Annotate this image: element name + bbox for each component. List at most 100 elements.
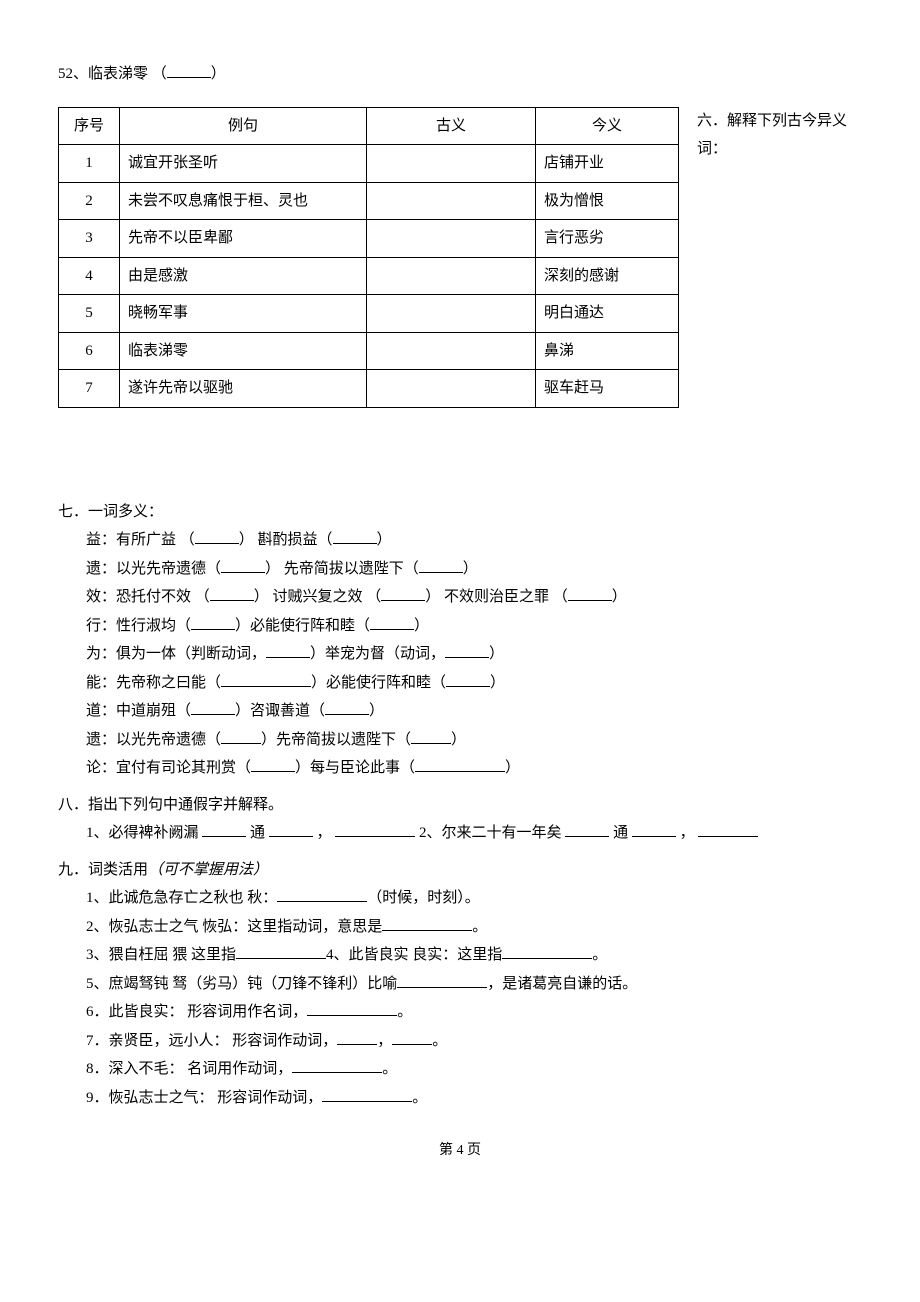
section-9-item: 9．恢弘志士之气： 形容词作动词，。: [58, 1084, 862, 1113]
fill-blank[interactable]: [445, 642, 489, 658]
fill-blank[interactable]: [191, 699, 235, 715]
cell-old-meaning[interactable]: [367, 370, 536, 408]
s8-b: 通: [250, 825, 265, 841]
s7-post: ）: [490, 675, 505, 691]
fill-blank[interactable]: [382, 915, 472, 931]
section-7-body: 益：有所广益 （） 斟酌损益（）遗：以光先帝遗德（） 先帝简拔以遗陛下（）效：恐…: [58, 526, 862, 783]
fill-blank[interactable]: [221, 671, 311, 687]
fill-blank[interactable]: [325, 699, 369, 715]
fill-blank[interactable]: [419, 557, 463, 573]
table-wrapper: 序号 例句 古义 今义 1诚宜开张圣听店铺开业2未尝不叹息痛恨于桓、灵也极为憎恨…: [58, 103, 679, 408]
cell-old-meaning[interactable]: [367, 295, 536, 333]
s8-blank6[interactable]: [698, 821, 758, 837]
fill-blank[interactable]: [392, 1029, 432, 1045]
section-7-item: 遗：以光先帝遗德（） 先帝简拔以遗陛下（）: [58, 555, 862, 584]
fill-blank[interactable]: [370, 614, 414, 630]
section-9-title: 九．词类活用（可不掌握用法）: [58, 856, 862, 885]
fill-blank[interactable]: [333, 528, 377, 544]
fill-blank[interactable]: [266, 642, 310, 658]
s9-a: 2、恢弘志士之气 恢弘：这里指动词，意思是: [86, 919, 382, 935]
archaic-modern-table: 序号 例句 古义 今义 1诚宜开张圣听店铺开业2未尝不叹息痛恨于桓、灵也极为憎恨…: [58, 107, 679, 408]
s9-b: （时候，时刻）。: [367, 890, 480, 906]
section-9-item: 1、此诚危急存亡之秋也 秋：（时候，时刻）。: [58, 884, 862, 913]
cell-seq: 2: [59, 182, 120, 220]
q52-close: ）: [211, 66, 226, 82]
table-header-row: 序号 例句 古义 今义: [59, 107, 679, 145]
section-6-heading: 六．解释下列古今异义 词：: [679, 103, 847, 164]
fill-blank[interactable]: [195, 528, 239, 544]
fill-blank[interactable]: [411, 728, 451, 744]
s8-blank2[interactable]: [269, 821, 313, 837]
section-7-item: 道：中道崩殂（）咨诹善道（）: [58, 697, 862, 726]
fill-blank[interactable]: [415, 756, 505, 772]
fill-blank[interactable]: [568, 585, 612, 601]
fill-blank[interactable]: [221, 728, 261, 744]
s7-post: ）: [414, 618, 429, 634]
line-52: 52、临表涕零 （）: [58, 60, 862, 89]
cell-new-meaning: 鼻涕: [536, 332, 679, 370]
fill-blank[interactable]: [381, 585, 425, 601]
s7-mid: ）必能使行阵和睦（: [235, 618, 370, 634]
s9-b: 。: [412, 1090, 427, 1106]
fill-blank[interactable]: [446, 671, 490, 687]
s9-a: 6．此皆良实： 形容词用作名词，: [86, 1004, 307, 1020]
section-8-title: 八．指出下列句中通假字并解释。: [58, 791, 862, 820]
s8-blank4[interactable]: [565, 821, 609, 837]
fill-blank[interactable]: [277, 886, 367, 902]
section-7-title: 七．一词多义：: [58, 498, 862, 527]
s7-mid: ）举宠为督（动词，: [310, 646, 445, 662]
s7-pre: 遗：以光先帝遗德（: [86, 732, 221, 748]
cell-old-meaning[interactable]: [367, 257, 536, 295]
cell-old-meaning[interactable]: [367, 332, 536, 370]
fill-blank[interactable]: [210, 585, 254, 601]
fill-blank[interactable]: [307, 1000, 397, 1016]
q52-num: 52、: [58, 66, 88, 82]
s7-mid: ）每与臣论此事（: [295, 760, 415, 776]
fill-blank[interactable]: [221, 557, 265, 573]
s7-mid: ） 斟酌损益（: [239, 532, 333, 548]
s9-b: 。: [382, 1061, 397, 1077]
section-9-item: 2、恢弘志士之气 恢弘：这里指动词，意思是。: [58, 913, 862, 942]
cell-new-meaning: 深刻的感谢: [536, 257, 679, 295]
table-row: 5晓畅军事明白通达: [59, 295, 679, 333]
cell-seq: 1: [59, 145, 120, 183]
cell-new-meaning: 店铺开业: [536, 145, 679, 183]
cell-example: 晓畅军事: [120, 295, 367, 333]
s9-c: 。: [592, 947, 607, 963]
cell-new-meaning: 驱车赶马: [536, 370, 679, 408]
q52-blank[interactable]: [167, 62, 211, 78]
fill-blank[interactable]: [322, 1086, 412, 1102]
fill-blank[interactable]: [251, 756, 295, 772]
table-row: 1诚宜开张圣听店铺开业: [59, 145, 679, 183]
th-new-meaning: 今义: [536, 107, 679, 145]
fill-blank[interactable]: [502, 943, 592, 959]
section-7-item: 能：先帝称之曰能（）必能使行阵和睦（）: [58, 669, 862, 698]
cell-old-meaning[interactable]: [367, 182, 536, 220]
s8-e: 通: [613, 825, 628, 841]
s7-post: ）: [369, 703, 384, 719]
s8-c: ，: [317, 825, 332, 841]
s8-blank1[interactable]: [202, 821, 246, 837]
s7-mid: ） 先帝简拔以遗陛下（: [265, 561, 419, 577]
fill-blank[interactable]: [292, 1057, 382, 1073]
section-7-item: 遗：以光先帝遗德（）先帝简拔以遗陛下（）: [58, 726, 862, 755]
fill-blank[interactable]: [236, 943, 326, 959]
s7-pre: 论：宜付有司论其刑赏（: [86, 760, 251, 776]
s7-pre: 为：俱为一体（判断动词，: [86, 646, 266, 662]
s7-post: ）: [451, 732, 466, 748]
cell-old-meaning[interactable]: [367, 220, 536, 258]
section-9-item: 8．深入不毛： 名词用作动词，。: [58, 1055, 862, 1084]
table-row: 3先帝不以臣卑鄙言行恶劣: [59, 220, 679, 258]
s7-pre: 行：性行淑均（: [86, 618, 191, 634]
s8-d: 2、尔来二十有一年矣: [419, 825, 565, 841]
section-8-line: 1、必得裨补阙漏 通 ， 2、尔来二十有一年矣 通 ，: [58, 819, 862, 848]
fill-blank[interactable]: [191, 614, 235, 630]
s7-pre: 益：有所广益 （: [86, 532, 195, 548]
s8-blank3[interactable]: [335, 821, 415, 837]
s9-a: 3、猥自枉屈 猥 这里指: [86, 947, 236, 963]
fill-blank[interactable]: [337, 1029, 377, 1045]
fill-blank[interactable]: [397, 972, 487, 988]
cell-old-meaning[interactable]: [367, 145, 536, 183]
s7-mid2: ） 不效则治臣之罪 （: [425, 589, 568, 605]
s8-blank5[interactable]: [632, 821, 676, 837]
